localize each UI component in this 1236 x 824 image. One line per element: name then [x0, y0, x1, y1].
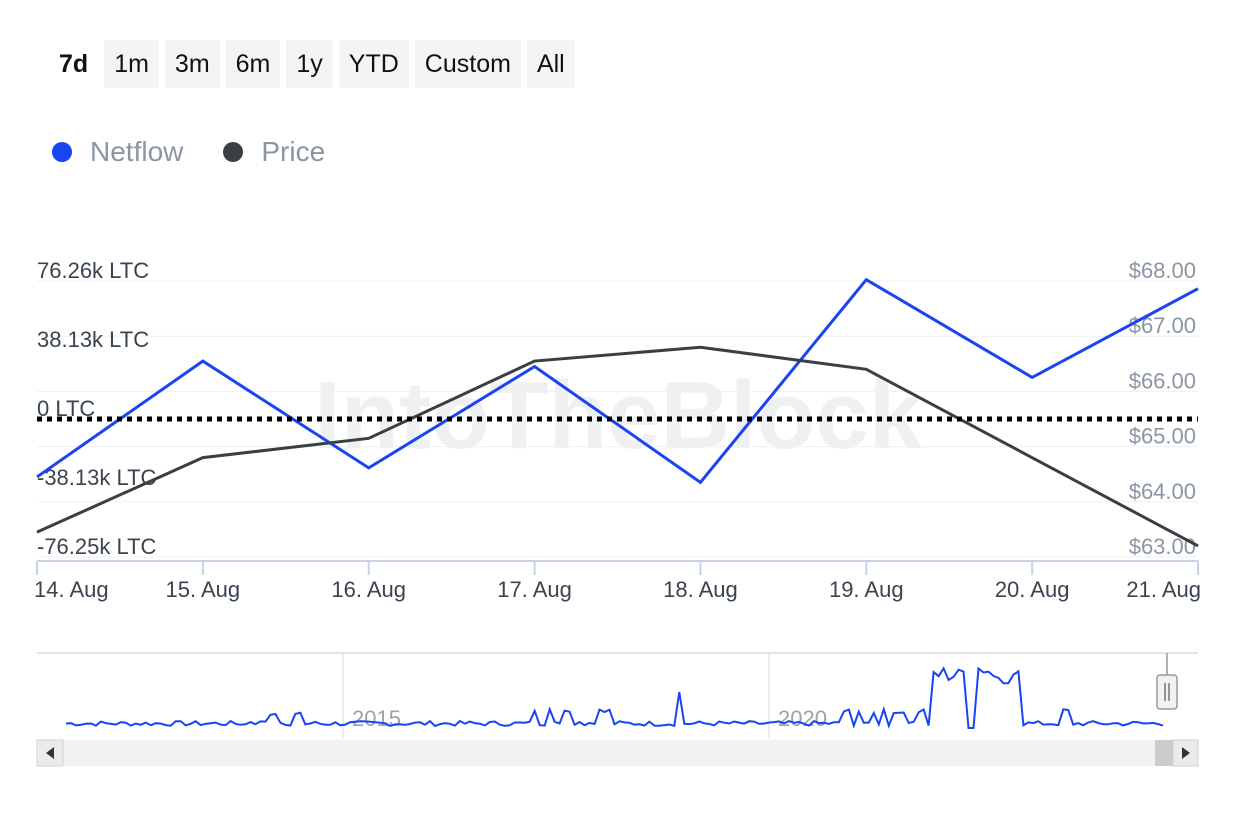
x-axis-tick-label: 14. Aug [34, 577, 109, 602]
range-button-1y[interactable]: 1y [286, 40, 333, 88]
scrollbar-track[interactable] [37, 740, 1198, 766]
left-axis-tick-label: 0 LTC [37, 396, 95, 421]
series-line-netflow [36, 277, 1199, 485]
range-button-6m[interactable]: 6m [225, 40, 281, 88]
legend-item-netflow[interactable]: Netflow [52, 136, 183, 168]
range-button-7d[interactable]: 7d [49, 40, 99, 88]
navigator-sparkline [65, 666, 1164, 729]
range-button-ytd[interactable]: YTD [338, 40, 409, 88]
x-axis-tick-label: 17. Aug [497, 577, 572, 602]
legend-item-price[interactable]: Price [223, 136, 325, 168]
watermark-text: IntoTheBlock [314, 362, 923, 469]
legend-label: Netflow [90, 136, 184, 167]
legend: Netflow Price [52, 136, 325, 168]
scroll-left-button[interactable] [36, 739, 64, 767]
x-axis-tick-label: 20. Aug [995, 577, 1070, 602]
right-axis-tick-label: $68.00 [1129, 258, 1196, 283]
x-axis-tick-label: 16. Aug [331, 577, 406, 602]
right-axis-tick-label: $63.00 [1129, 534, 1196, 559]
legend-dot-icon [223, 142, 244, 162]
left-axis-tick-label: -76.25k LTC [37, 534, 157, 559]
right-axis-tick-label: $65.00 [1129, 424, 1196, 449]
left-axis-tick-label: 38.13k LTC [37, 327, 149, 352]
x-axis-tick-label: 15. Aug [166, 577, 241, 602]
x-axis-tick-label: 21. Aug [1126, 577, 1201, 602]
scrollbar-thumb[interactable] [1155, 740, 1173, 766]
navigator-year-label: 2020 [778, 706, 827, 731]
legend-label: Price [261, 136, 326, 167]
range-button-1m[interactable]: 1m [104, 40, 159, 88]
range-selector: 7d 1m 3m 6m 1y YTD Custom All [49, 40, 575, 88]
right-axis-tick-label: $66.00 [1129, 368, 1196, 393]
x-axis-tick-label: 19. Aug [829, 577, 904, 602]
left-axis-tick-label: 76.26k LTC [37, 258, 149, 283]
right-axis-tick-label: $64.00 [1129, 479, 1196, 504]
series-line-price [36, 345, 1199, 548]
navigator-handle[interactable] [1156, 674, 1178, 710]
right-axis-tick-label: $67.00 [1129, 313, 1196, 338]
range-button-3m[interactable]: 3m [164, 40, 220, 88]
legend-dot-icon [52, 142, 72, 162]
scroll-left-arrow-icon [46, 747, 54, 759]
range-button-all[interactable]: All [526, 40, 575, 88]
x-axis-tick-label: 18. Aug [663, 577, 738, 602]
scroll-right-arrow-icon [1182, 747, 1190, 759]
navigator-year-label: 2015 [352, 706, 401, 731]
range-button-custom[interactable]: Custom [414, 40, 521, 88]
